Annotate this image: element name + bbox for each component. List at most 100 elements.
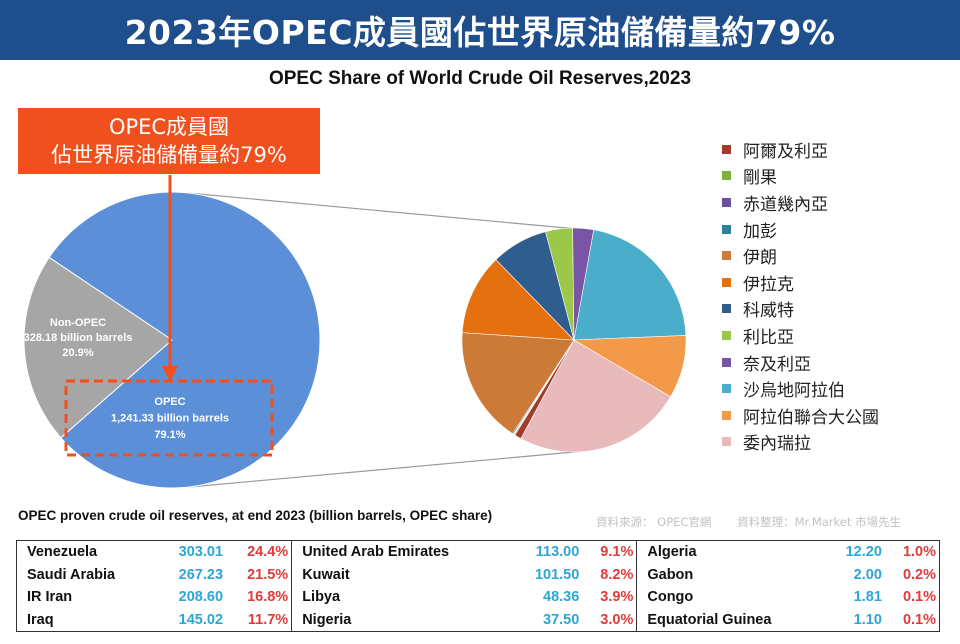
legend-swatch (722, 357, 731, 367)
detail-pie (461, 227, 687, 453)
main-pie-label-non-opec-value: 328.18 billion barrels (24, 332, 133, 344)
legend: 阿爾及利亞剛果赤道幾內亞加彭伊朗伊拉克科威特利比亞奈及利亞沙烏地阿拉伯阿拉伯聯合… (722, 136, 952, 455)
reserve-value: 37.50 (543, 611, 580, 628)
detail-pie-slice-10 (573, 229, 687, 341)
legend-swatch (722, 330, 731, 340)
reserve-value: 208.60 (178, 589, 224, 606)
opec-share: 8.2% (582, 563, 638, 586)
legend-item-2: 剛果 (722, 163, 952, 190)
opec-share: 21.5% (226, 563, 293, 586)
legend-item-6: 伊拉克 (722, 269, 952, 296)
banner-title: 2023年OPEC成員國佔世界原油儲備量約79% (0, 0, 960, 60)
legend-item-11: 阿拉伯聯合大公國 (722, 402, 952, 429)
table-row: Saudi Arabia 267.23 21.5% Kuwait 101.50 8.2% G… (17, 563, 940, 586)
main-pie-slice-non-opec (23, 256, 173, 439)
opec-share: 3.9% (582, 586, 638, 609)
arrow-head-icon (162, 366, 178, 382)
legend-item-7: 科威特 (722, 296, 952, 323)
reserve-value: 145.02 (178, 611, 224, 628)
main-pie-label-non-opec-share: 20.9% (62, 347, 93, 359)
legend-label: 阿拉伯聯合大公國 (743, 407, 879, 428)
callout-line2: 佔世界原油儲備量約79% (51, 143, 287, 167)
reserve-value: 1.10 (853, 611, 882, 628)
reserve-value: 1.81 (853, 589, 882, 606)
opec-share: 0.1% (902, 611, 936, 628)
main-pie-slice-opec (48, 191, 321, 489)
legend-label: 赤道幾內亞 (743, 194, 828, 215)
opec-share: 3.0% (582, 608, 638, 632)
legend-item-3: 赤道幾內亞 (722, 189, 952, 216)
main-pie-labels: OPEC 1,241.33 billion barrels 79.1% Non-OPE… (24, 317, 229, 441)
country-name: Venezuela (27, 544, 98, 561)
legend-label: 利比亞 (743, 327, 794, 348)
opec-share: 24.4% (226, 540, 293, 564)
country-name: Equatorial Guinea (647, 611, 772, 628)
country-name: Iraq (27, 611, 54, 628)
legend-label: 伊拉克 (743, 274, 794, 295)
detail-pie-slice-5 (461, 332, 575, 435)
chart-title: OPEC Share of World Crude Oil Reserves,2… (268, 68, 692, 89)
legend-swatch (722, 251, 731, 261)
legend-label: 奈及利亞 (743, 354, 811, 375)
reserve-value: 113.00 (535, 544, 580, 561)
reserve-value: 12.20 (845, 544, 882, 561)
legend-label: 加彭 (743, 221, 777, 242)
source-note: 資料來源： OPEC官網 資料整理：Mr.Market 市場先生 (596, 514, 901, 530)
connector-line-bottom (189, 450, 586, 488)
legend-item-10: 沙烏地阿拉伯 (722, 375, 952, 402)
main-pie-label-non-opec-name: Non-OPEC (50, 317, 106, 329)
table-row: IR Iran 208.60 16.8% Libya 48.36 3.9% Congo 1.8… (17, 586, 940, 609)
main-pie-label-opec-name: OPEC (154, 396, 185, 408)
legend-label: 剛果 (743, 168, 777, 189)
legend-item-4: 加彭 (722, 216, 952, 243)
legend-label: 科威特 (743, 301, 794, 322)
legend-swatch (722, 384, 731, 394)
country-name: Congo (647, 589, 694, 606)
country-name: Saudi Arabia (27, 566, 116, 583)
legend-swatch (722, 144, 731, 154)
detail-pie-slice-12 (520, 339, 671, 453)
legend-item-1: 阿爾及利亞 (722, 136, 952, 163)
legend-label: 委內瑞拉 (743, 434, 811, 455)
table-note: OPEC proven crude oil reserves, at end 2… (18, 508, 493, 523)
table-row: Venezuela 303.01 24.4% United Arab Emirates… (17, 540, 940, 564)
country-name: United Arab Emirates (302, 544, 450, 561)
legend-label: 伊朗 (743, 248, 777, 269)
legend-swatch (722, 171, 731, 181)
opec-share: 1.0% (902, 544, 936, 561)
source-text: 資料來源： OPEC官網 (596, 515, 712, 529)
legend-swatch (722, 410, 731, 420)
legend-swatch (722, 224, 731, 234)
legend-label: 沙烏地阿拉伯 (743, 381, 845, 402)
main-pie-label-opec-share: 79.1% (154, 429, 185, 441)
opec-share: 11.7% (226, 608, 293, 632)
country-name: Algeria (647, 544, 697, 561)
detail-pie-slice-6 (461, 259, 575, 341)
table-row: Iraq 145.02 11.7% Nigeria 37.50 3.0% Equatoria… (17, 608, 940, 632)
legend-item-8: 利比亞 (722, 322, 952, 349)
country-name: Nigeria (302, 611, 352, 628)
legend-swatch (722, 197, 731, 207)
legend-label: 阿爾及利亞 (743, 141, 828, 162)
reserves-table: Venezuela 303.01 24.4% United Arab Emirates… (16, 540, 940, 632)
main-pie (23, 191, 321, 489)
country-name: Libya (302, 589, 341, 606)
country-name: IR Iran (27, 589, 73, 606)
reserve-value: 267.23 (178, 566, 224, 583)
legend-swatch (722, 304, 731, 314)
compiled-text: 資料整理：Mr.Market 市場先生 (737, 515, 902, 529)
reserve-value: 101.50 (534, 566, 580, 583)
opec-share: 16.8% (226, 586, 293, 609)
legend-swatch (722, 277, 731, 287)
opec-share: 0.1% (902, 589, 936, 606)
reserve-value: 303.01 (178, 544, 224, 561)
legend-swatch (722, 437, 731, 447)
country-name: Kuwait (302, 566, 350, 583)
legend-item-5: 伊朗 (722, 242, 952, 269)
connector-lines (187, 192, 589, 488)
main-pie-label-opec-value: 1,241.33 billion barrels (111, 413, 229, 425)
legend-item-9: 奈及利亞 (722, 349, 952, 376)
legend-item-12: 委內瑞拉 (722, 429, 952, 456)
callout-box: OPEC成員國 佔世界原油儲備量約79% (18, 108, 320, 174)
